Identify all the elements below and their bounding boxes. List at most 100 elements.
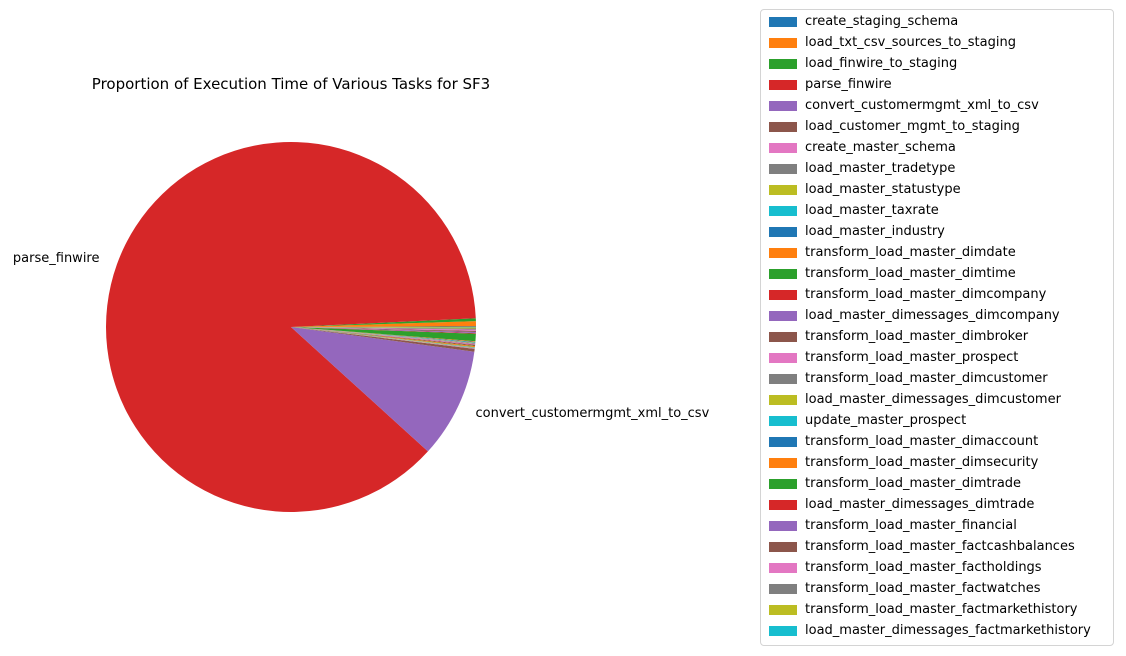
pie-slice-transform-load-master-factcashbalances [291,327,476,332]
legend-item: transform_load_master_dimtime [769,264,1016,284]
pie-slice-create-staging-schema [291,326,477,327]
pie-chart: Proportion of Execution Time of Various … [13,75,710,513]
pie-slice-create-master-schema [291,327,475,349]
pie-slice-load-txt-csv-sources-to-staging [291,321,476,327]
legend-item: transform_load_master_dimbroker [769,327,1028,347]
pie-slice-transform-load-master-prospect [291,327,476,345]
legend-swatch [769,248,797,258]
pie-slice-transform-load-master-financial [291,327,476,334]
legend-item: transform_load_master_dimcustomer [769,369,1048,389]
chart-title: Proportion of Execution Time of Various … [92,75,490,93]
pie-slice-transform-load-master-dimbroker [291,327,476,345]
legend-swatch [769,101,797,111]
pie-slice-transform-load-master-dimsecurity [291,327,476,342]
pie-slice-load-master-dimessages-dimcustomer [291,327,476,344]
legend-item: create_staging_schema [769,12,958,32]
legend-item: load_master_industry [769,222,945,242]
legend-label: transform_load_master_factcashbalances [805,539,1075,554]
legend-label: load_master_statustype [805,182,961,197]
legend-label: load_txt_csv_sources_to_staging [805,35,1016,50]
legend-label: parse_finwire [805,77,892,92]
legend-item: transform_load_master_dimcompany [769,285,1046,305]
pie-slice-convert-customermgmt-xml-to-csv [291,327,475,452]
legend-swatch [769,542,797,552]
pie-slice-transform-load-master-factwatches [291,327,476,330]
legend-swatch [769,227,797,237]
legend-label: load_master_dimessages_dimtrade [805,497,1035,512]
legend-swatch [769,206,797,216]
legend-swatch [769,500,797,510]
pie-slice-transform-load-master-factmarkethistory [291,327,476,329]
legend-item: parse_finwire [769,75,892,95]
legend-item: load_customer_mgmt_to_staging [769,117,1020,137]
legend-label: load_master_dimessages_dimcustomer [805,392,1061,407]
legend-label: transform_load_master_dimaccount [805,434,1039,449]
legend-swatch [769,626,797,636]
legend-swatch [769,80,797,90]
legend-swatch [769,458,797,468]
legend-label: create_staging_schema [805,14,959,29]
legend-item: transform_load_master_dimdate [769,243,1016,263]
legend-item: load_txt_csv_sources_to_staging [769,33,1016,53]
legend-label: transform_load_master_dimtrade [805,476,1022,491]
pie-slice-transform-load-master-dimcustomer [291,327,476,344]
legend-swatch [769,164,797,174]
legend-swatch [769,143,797,153]
legend-item: load_master_statustype [769,180,961,200]
legend-item: transform_load_master_financial [769,516,1017,536]
pie-slice-load-finwire-to-staging [291,318,476,327]
legend-swatch [769,353,797,363]
legend-item: transform_load_master_factwatches [769,579,1041,599]
legend-swatch [769,269,797,279]
legend-label: load_master_dimessages_factmarkethistory [805,623,1091,638]
legend-label: transform_load_master_dimcustomer [805,371,1048,386]
legend-swatch [769,416,797,426]
legend-label: transform_load_master_dimcompany [805,287,1047,302]
pie-slice-load-customer-mgmt-to-staging [291,327,475,352]
legend-label: transform_load_master_prospect [805,350,1019,365]
legend-swatch [769,332,797,342]
legend-item: transform_load_master_dimsecurity [769,453,1038,473]
legend-item: convert_customermgmt_xml_to_csv [769,96,1039,116]
legend-item: load_master_taxrate [769,201,939,221]
pie-labels: parse_finwire convert_customermgmt_xml_to… [13,251,710,421]
pie-slice-load-master-tradetype [291,327,475,349]
legend-item: update_master_prospect [769,411,966,431]
pie-slice-load-master-dimessages-dimcompany [291,327,476,345]
legend-label: transform_load_master_factholdings [805,560,1042,575]
legend-label: create_master_schema [805,140,956,155]
legend-item: transform_load_master_dimtrade [769,474,1021,494]
legend-swatch [769,395,797,405]
legend-item: transform_load_master_prospect [769,348,1018,368]
pie-slice-load-master-statustype [291,327,475,349]
legend-label: transform_load_master_financial [805,518,1017,533]
legend-item: transform_load_master_factcashbalances [769,537,1075,557]
legend-label: load_finwire_to_staging [805,56,958,71]
legend-label: load_master_taxrate [805,203,939,218]
legend-label: convert_customermgmt_xml_to_csv [805,98,1039,113]
legend-swatch [769,185,797,195]
legend-item: load_master_dimessages_dimcompany [769,306,1060,326]
pie-slice-transform-load-master-dimaccount [291,327,476,343]
pie-slice-transform-load-master-dimcompany [291,327,476,346]
legend-label: transform_load_master_factmarkethistory [805,602,1078,617]
legend-label: load_master_dimessages_dimcompany [805,308,1060,323]
pie-slice-update-master-prospect [291,327,476,343]
pie-slices [105,142,477,513]
pie-label-convert-customermgmt-xml-to-csv: convert_customermgmt_xml_to_csv [476,406,710,421]
pie-slice-transform-load-master-dimtime [291,327,476,347]
legend-swatch [769,584,797,594]
legend-label: load_master_industry [805,224,945,239]
legend-label: transform_load_master_dimtime [805,266,1016,281]
legend-item: create_master_schema [769,138,956,158]
pie-label-parse-finwire: parse_finwire [13,251,100,266]
legend-item: load_finwire_to_staging [769,54,957,74]
legend-swatch [769,17,797,27]
legend-swatch [769,311,797,321]
legend-swatch [769,563,797,573]
legend-item: load_master_dimessages_factmarkethistory [769,621,1091,641]
legend-label: load_customer_mgmt_to_staging [805,119,1020,134]
legend-item: load_master_dimessages_dimtrade [769,495,1034,515]
pie-slice-load-master-dimessages-dimtrade [291,327,476,334]
legend-label: load_master_tradetype [805,161,956,176]
